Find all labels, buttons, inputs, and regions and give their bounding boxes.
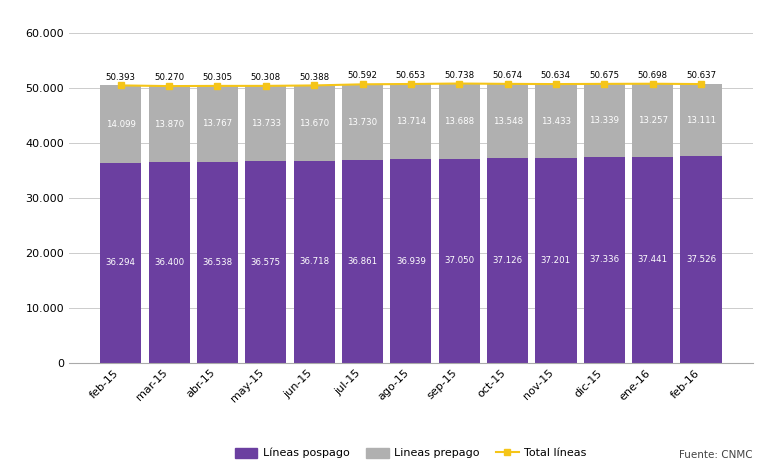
Text: 37.336: 37.336: [589, 255, 619, 265]
Text: 13.548: 13.548: [492, 117, 523, 126]
Bar: [439, 84, 480, 159]
Text: 37.126: 37.126: [492, 256, 523, 265]
Bar: [584, 84, 625, 157]
Text: 50.698: 50.698: [637, 71, 667, 80]
Text: 37.050: 37.050: [444, 256, 475, 265]
Text: 13.433: 13.433: [541, 117, 571, 126]
Text: 50.308: 50.308: [250, 73, 281, 82]
Bar: [584, 157, 625, 363]
Bar: [245, 161, 286, 363]
Text: 13.714: 13.714: [396, 117, 426, 126]
Bar: [293, 86, 335, 161]
Bar: [342, 84, 383, 160]
Text: 37.526: 37.526: [686, 255, 716, 264]
Text: 50.388: 50.388: [299, 73, 329, 81]
Text: 13.257: 13.257: [637, 116, 667, 125]
Text: 13.111: 13.111: [686, 116, 716, 125]
Text: 50.637: 50.637: [686, 71, 716, 80]
Bar: [100, 163, 141, 363]
Text: 36.939: 36.939: [396, 257, 425, 266]
Bar: [197, 86, 238, 162]
Text: 13.767: 13.767: [203, 120, 233, 128]
Text: 37.441: 37.441: [637, 255, 667, 264]
Bar: [342, 160, 383, 363]
Bar: [535, 158, 577, 363]
Bar: [148, 86, 190, 162]
Text: Fuente: CNMC: Fuente: CNMC: [679, 450, 753, 460]
Bar: [439, 159, 480, 363]
Text: 36.538: 36.538: [203, 258, 233, 266]
Text: 36.718: 36.718: [299, 257, 329, 266]
Bar: [245, 86, 286, 161]
Bar: [680, 84, 722, 156]
Bar: [632, 84, 674, 157]
Legend: Líneas pospago, Lineas prepago, Total líneas: Líneas pospago, Lineas prepago, Total lí…: [231, 443, 591, 463]
Text: 50.653: 50.653: [396, 71, 426, 80]
Text: 36.294: 36.294: [106, 259, 136, 267]
Text: 50.675: 50.675: [589, 71, 619, 80]
Text: 50.592: 50.592: [348, 72, 378, 80]
Text: 13.870: 13.870: [154, 120, 184, 129]
Text: 50.738: 50.738: [444, 71, 475, 80]
Bar: [390, 159, 432, 363]
Bar: [197, 162, 238, 363]
Bar: [100, 86, 141, 163]
Text: 50.393: 50.393: [106, 73, 136, 81]
Text: 13.670: 13.670: [299, 119, 329, 127]
Text: 36.400: 36.400: [154, 258, 184, 267]
Bar: [148, 162, 190, 363]
Text: 50.674: 50.674: [492, 71, 523, 80]
Text: 50.634: 50.634: [541, 71, 571, 80]
Text: 50.305: 50.305: [203, 73, 233, 82]
Bar: [535, 84, 577, 158]
Text: 50.270: 50.270: [154, 73, 184, 82]
Text: 36.575: 36.575: [250, 258, 281, 266]
Text: 14.099: 14.099: [106, 120, 136, 129]
Text: 13.339: 13.339: [589, 116, 619, 125]
Bar: [487, 159, 528, 363]
Text: 13.733: 13.733: [250, 119, 281, 128]
Bar: [487, 84, 528, 159]
Bar: [680, 156, 722, 363]
Bar: [293, 161, 335, 363]
Text: 36.861: 36.861: [347, 257, 378, 266]
Bar: [632, 157, 674, 363]
Bar: [390, 84, 432, 159]
Text: 37.201: 37.201: [541, 256, 571, 265]
Text: 13.730: 13.730: [347, 118, 378, 126]
Text: 13.688: 13.688: [444, 117, 475, 126]
